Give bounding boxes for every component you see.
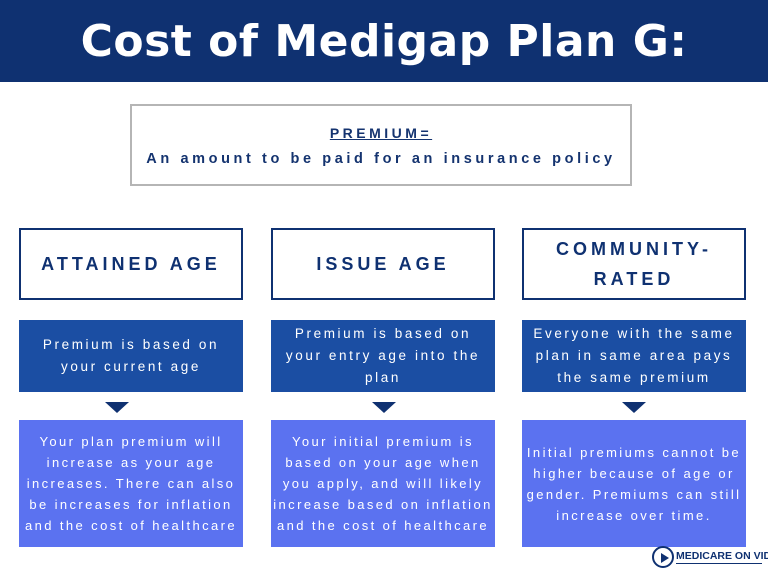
column-title-attained-age: ATTAINED AGE <box>19 228 243 300</box>
title-banner: Cost of Medigap Plan G: <box>0 0 768 82</box>
definition-box: PREMIUM= An amount to be paid for an ins… <box>130 104 632 186</box>
column-title-issue-age: ISSUE AGE <box>271 228 495 300</box>
column-summary-issue-age: Premium is based on your entry age into … <box>271 320 495 392</box>
page-title: Cost of Medigap Plan G: <box>80 15 688 67</box>
medicare-on-video-logo: MEDICARE ON VIDEO <box>652 546 768 572</box>
logo-text: MEDICARE ON VIDEO <box>676 550 768 562</box>
column-summary-community-rated: Everyone with the same plan in same area… <box>522 320 746 392</box>
definition-term: PREMIUM= <box>329 125 433 141</box>
play-icon <box>661 553 669 563</box>
logo-underline <box>676 563 762 564</box>
column-summary-attained-age: Premium is based on your current age <box>19 320 243 392</box>
down-arrow-icon <box>622 402 646 413</box>
column-detail-attained-age: Your plan premium will increase as your … <box>19 420 243 547</box>
down-arrow-icon <box>372 402 396 413</box>
play-circle-icon <box>652 546 674 568</box>
down-arrow-icon <box>105 402 129 413</box>
definition-text: An amount to be paid for an insurance po… <box>146 151 616 167</box>
column-title-community-rated: COMMUNITY-RATED <box>522 228 746 300</box>
column-detail-issue-age: Your initial premium is based on your ag… <box>271 420 495 547</box>
column-detail-community-rated: Initial premiums cannot be higher becaus… <box>522 420 746 547</box>
